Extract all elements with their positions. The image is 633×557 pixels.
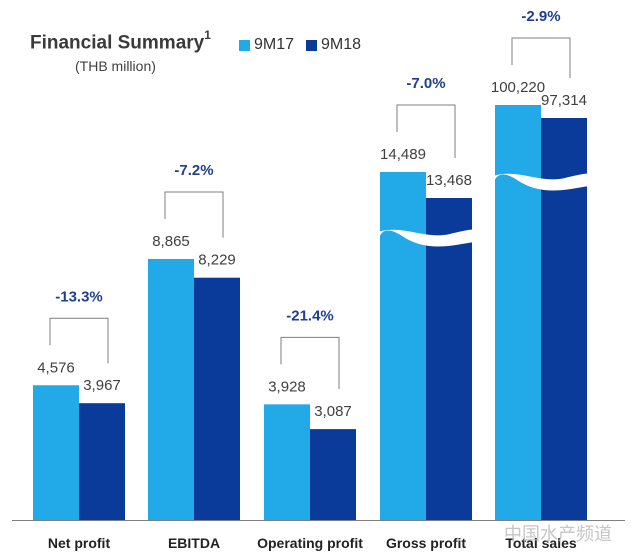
legend-item-9m17: 9M17: [239, 36, 294, 54]
axis-break-total-sales: [493, 173, 589, 191]
bar-total-sales-9m17: [495, 105, 541, 520]
data-label-total-sales-9m17: 100,220: [491, 79, 545, 96]
category-label-operating-profit: Operating profit: [257, 535, 363, 551]
data-label-gross-profit-9m18: 13,468: [426, 172, 472, 189]
legend-swatch-9m17: [239, 39, 250, 51]
data-label-total-sales-9m18: 97,314: [541, 92, 587, 109]
data-label-net-profit-9m18: 3,967: [83, 377, 121, 394]
change-bracket-total-sales: [511, 37, 571, 78]
bar-gross-profit-9m18: [426, 198, 472, 520]
bar-net-profit-9m17: [33, 385, 79, 520]
data-label-net-profit-9m17: 4,576: [37, 359, 75, 376]
bar-gross-profit-9m17: [380, 172, 426, 520]
data-label-operating-profit-9m17: 3,928: [268, 378, 306, 395]
category-label-total-sales: Total sales: [505, 535, 577, 551]
change-label-operating-profit: -21.4%: [286, 307, 334, 324]
legend-swatch-9m18: [306, 39, 318, 51]
data-label-operating-profit-9m18: 3,087: [314, 403, 352, 420]
chart-legend: 9M17 9M18: [239, 36, 373, 54]
watermark: 中国水产频道: [504, 524, 612, 545]
legend-item-9m18: 9M18: [306, 36, 361, 54]
bar-operating-profit-9m17: [264, 404, 310, 520]
bar-ebitda-9m17: [148, 258, 194, 520]
data-label-ebitda-9m17: 8,865: [152, 233, 190, 250]
category-label-gross-profit: Gross profit: [386, 535, 466, 551]
data-label-gross-profit-9m17: 14,489: [380, 146, 426, 163]
change-bracket-ebitda: [164, 191, 224, 238]
bar-ebitda-9m18: [194, 277, 240, 520]
category-label-ebitda: EBITDA: [168, 535, 220, 551]
data-label-ebitda-9m18: 8,229: [198, 252, 236, 269]
bar-operating-profit-9m18: [310, 429, 356, 520]
change-bracket-net-profit: [49, 317, 109, 364]
chart-title: Financial Summary1: [30, 28, 211, 54]
change-bracket-gross-profit: [396, 104, 456, 158]
legend-label-9m17: 9M17: [254, 36, 295, 53]
chart-subtitle: (THB million): [75, 58, 156, 74]
change-label-total-sales: -2.9%: [521, 8, 560, 25]
bar-net-profit-9m18: [79, 403, 125, 520]
change-label-gross-profit: -7.0%: [406, 75, 445, 92]
axis-break-gross-profit: [378, 229, 474, 247]
category-label-net-profit: Net profit: [48, 535, 111, 551]
legend-label-9m18: 9M18: [321, 36, 362, 53]
change-label-ebitda: -7.2%: [174, 162, 213, 179]
change-label-net-profit: -13.3%: [55, 288, 103, 305]
change-bracket-operating-profit: [280, 336, 340, 390]
